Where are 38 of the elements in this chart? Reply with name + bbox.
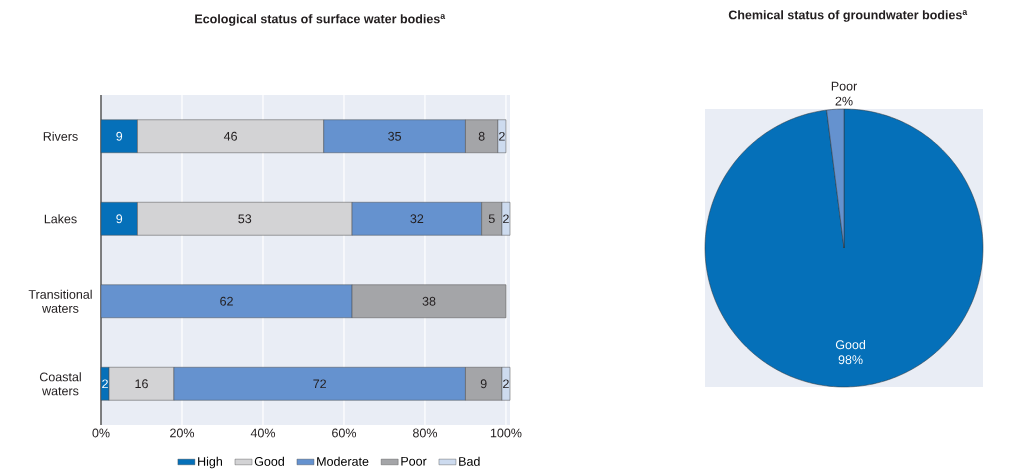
- data-label: 35: [388, 131, 402, 141]
- data-label: 72: [313, 379, 326, 389]
- y-tick-label: Lakes: [44, 214, 77, 224]
- legend-label: Bad: [459, 456, 480, 466]
- data-label: 2: [499, 131, 505, 141]
- data-label: 46: [223, 131, 237, 141]
- chart-title: Chemical status of groundwater bodies$^{a}$: [728, 10, 968, 22]
- data-label: 8: [478, 131, 485, 141]
- y-tick-label: Coastal waters: [39, 372, 81, 396]
- y-tick-label: Rivers: [43, 131, 78, 141]
- data-label: 2: [503, 214, 509, 224]
- data-label: 9: [480, 379, 487, 389]
- x-tick-label: 100%: [490, 428, 522, 438]
- slice-label: Good: [835, 339, 866, 350]
- legend-label: Poor: [401, 456, 427, 466]
- x-tick-label: 80%: [413, 428, 438, 438]
- x-tick-label: 0%: [92, 428, 110, 438]
- legend-label: Good: [254, 456, 284, 466]
- slice-label: Poor: [831, 81, 857, 91]
- data-label: 2: [102, 379, 108, 389]
- chart-title: Ecological status of surface water bodies$^{a}$: [195, 14, 446, 26]
- data-label: 9: [116, 131, 123, 141]
- x-tick-label: 60%: [332, 428, 357, 438]
- data-label: 2%: [835, 96, 853, 106]
- legend-label: Moderate: [317, 456, 369, 466]
- data-label: 9: [116, 214, 123, 224]
- data-label: 38: [422, 296, 436, 306]
- y-tick-label: Transitional waters: [28, 289, 92, 313]
- data-label: 5: [488, 214, 495, 224]
- data-label: 53: [238, 214, 252, 224]
- data-label: 98%: [838, 355, 863, 365]
- data-label: 32: [410, 214, 424, 224]
- data-label: 16: [135, 379, 148, 389]
- x-tick-label: 20%: [170, 428, 195, 438]
- x-tick-label: 40%: [250, 428, 276, 438]
- legend-label: High: [198, 456, 222, 469]
- data-label: 2: [503, 379, 509, 389]
- data-label: 62: [220, 296, 233, 306]
